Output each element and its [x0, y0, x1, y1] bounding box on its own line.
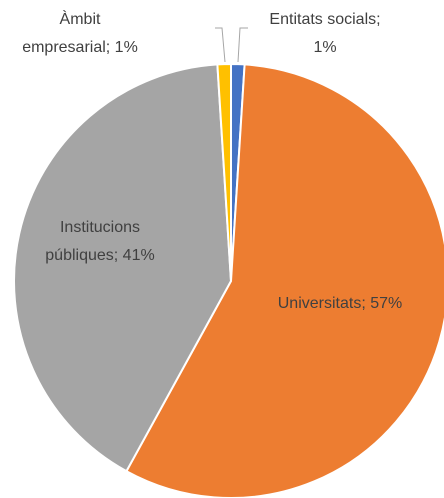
data-label: públiques; 41% [45, 247, 154, 264]
data-label: empresarial; 1% [22, 39, 138, 56]
leader-line [215, 27, 226, 63]
leader-line [237, 27, 248, 63]
data-label: Universitats; 57% [278, 295, 403, 312]
data-label: Institucions [60, 219, 140, 236]
pie-slice [13, 63, 233, 473]
data-label: Àmbit [60, 9, 101, 28]
data-label: Entitats socials; [269, 11, 380, 28]
pie-slice [216, 62, 232, 282]
data-label: 1% [313, 39, 336, 56]
